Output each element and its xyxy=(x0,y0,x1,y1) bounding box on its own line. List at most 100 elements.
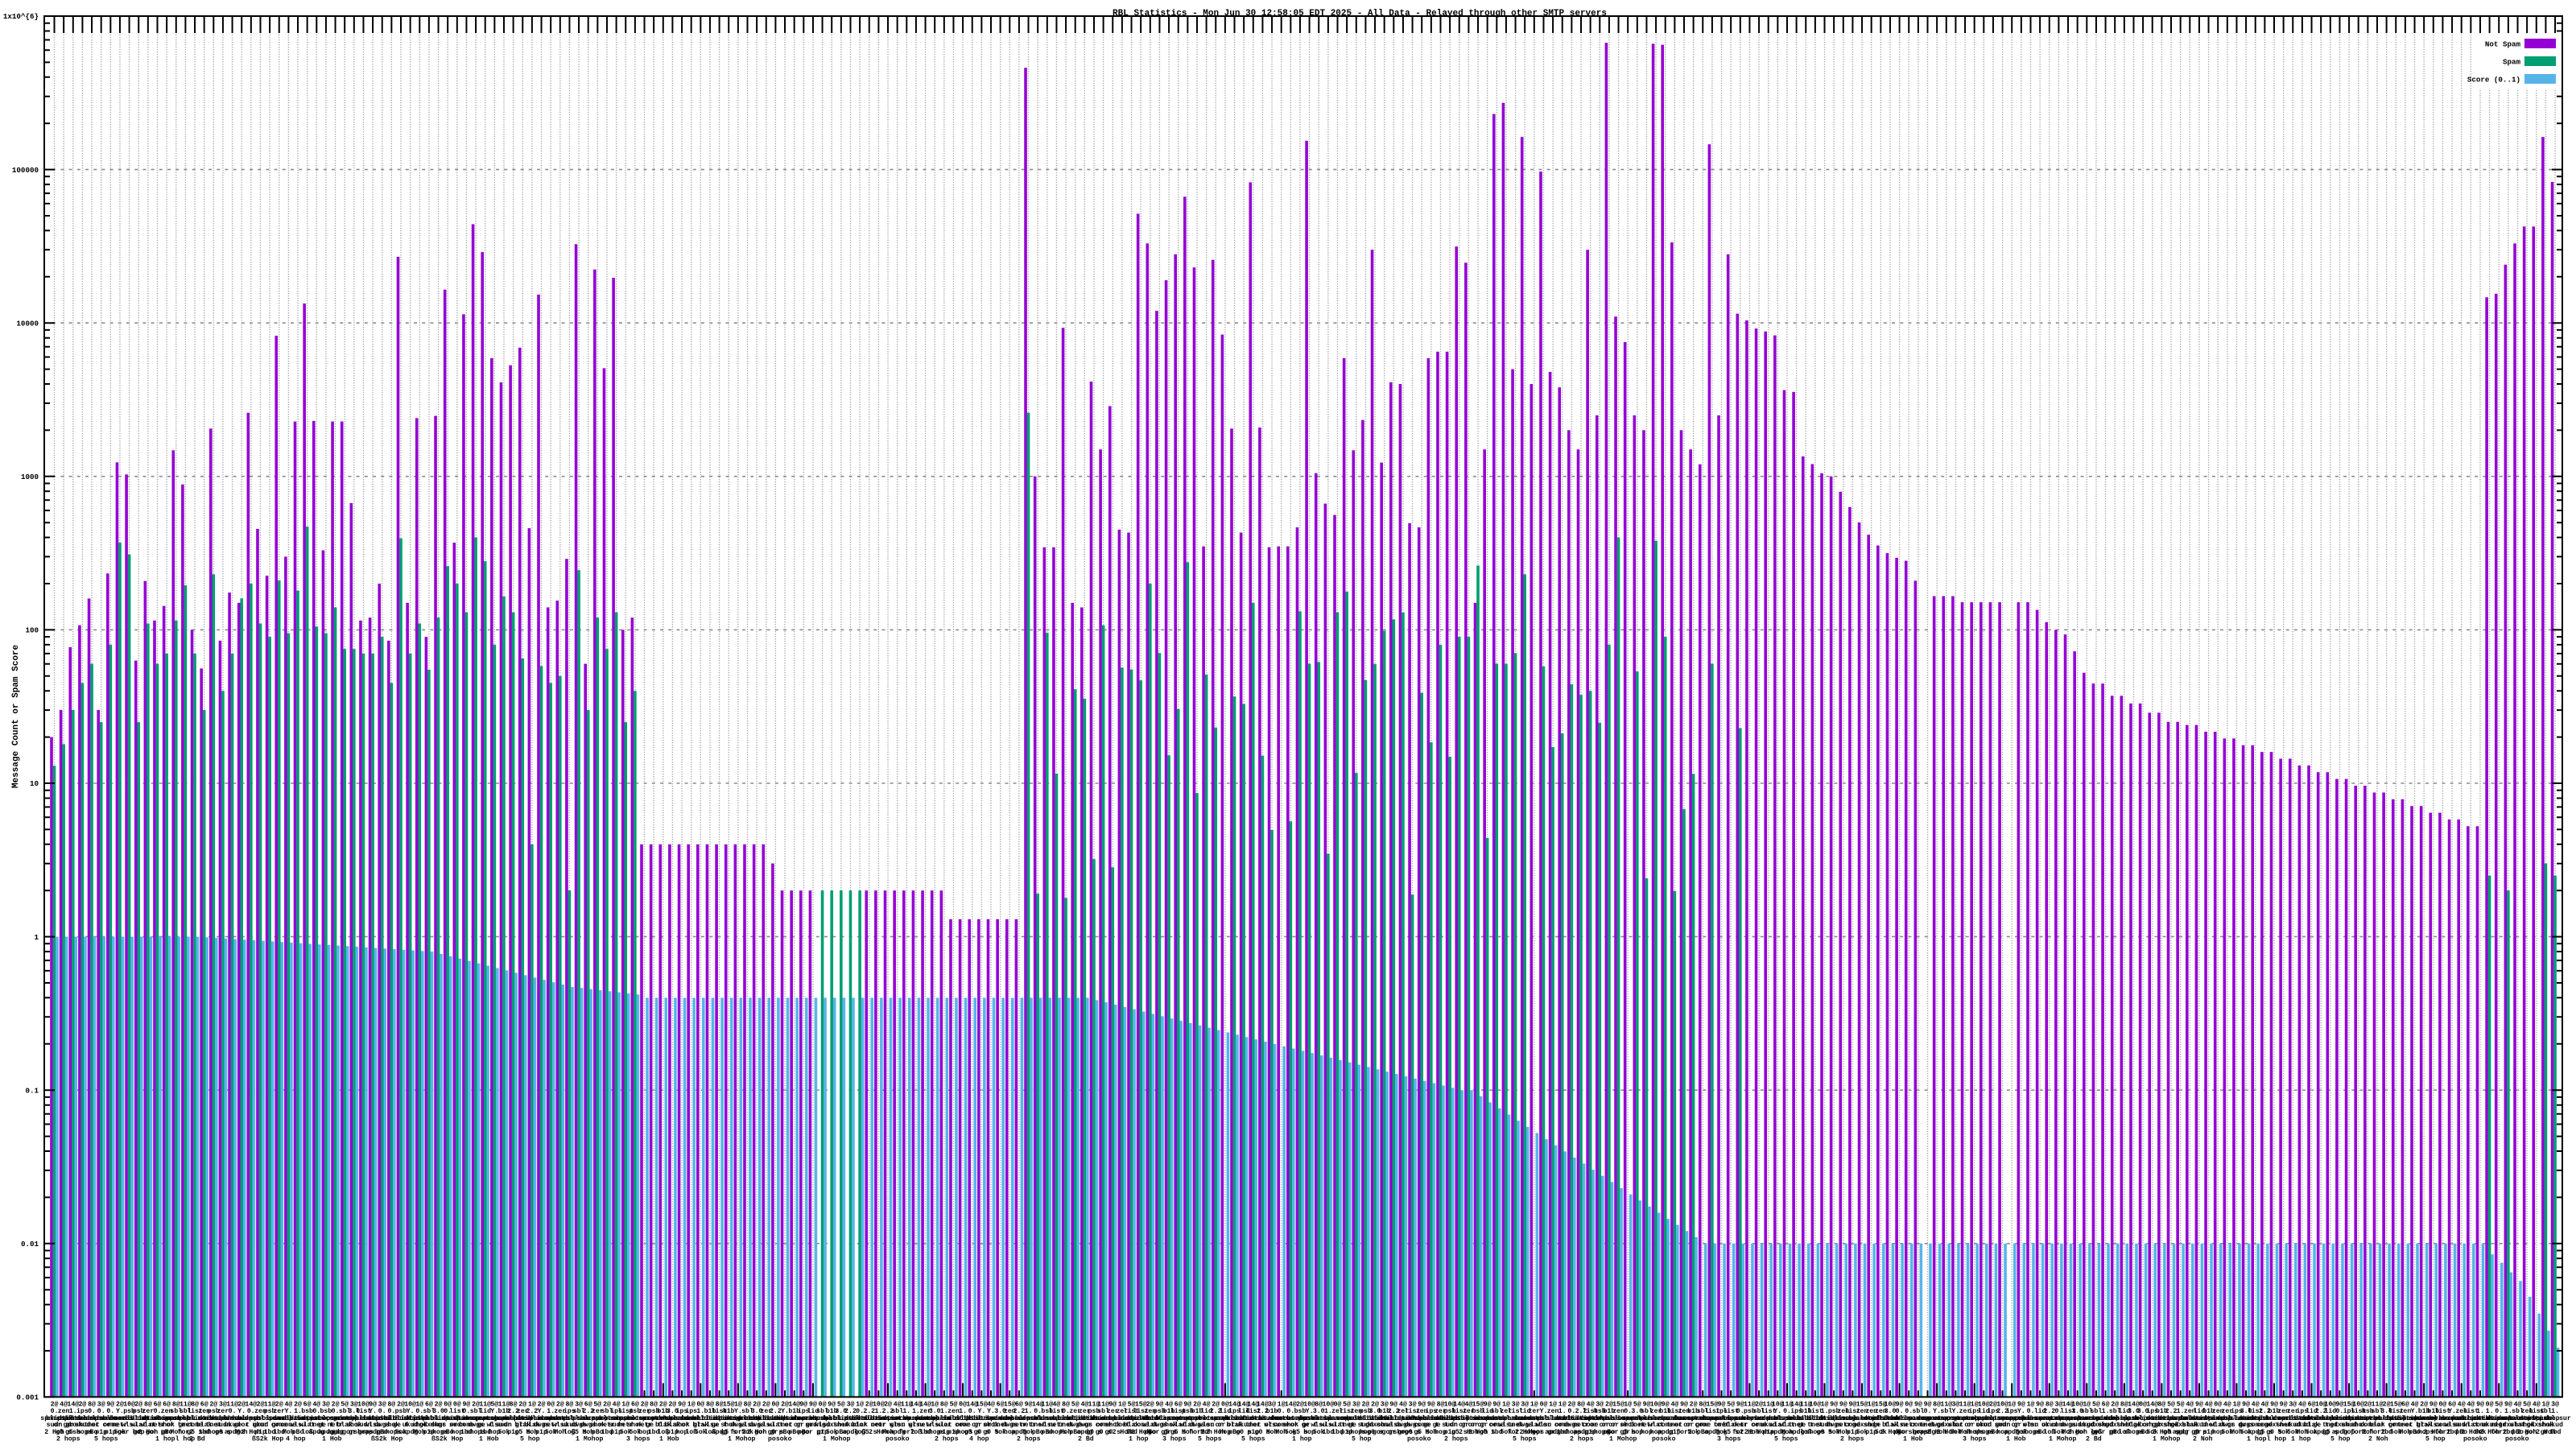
svg-text:pBo: pBo xyxy=(1069,1429,1081,1436)
svg-text:1@: 1@ xyxy=(1549,1401,1557,1409)
svg-text:for2: for2 xyxy=(2491,1428,2507,1436)
svg-text:5ok: 5ok xyxy=(1950,1428,1962,1436)
svg-text:spamcop: spamcop xyxy=(2045,1415,2072,1422)
svg-text:g0 s: g0 s xyxy=(1104,1429,1121,1436)
svg-text:netr: netr xyxy=(1835,1422,1852,1429)
svg-text:spamcop: spamcop xyxy=(1951,1415,1979,1422)
svg-text:uceprot: uceprot xyxy=(630,1415,658,1422)
svg-text:4@: 4@ xyxy=(2186,1401,2194,1409)
svg-text:p1p: p1p xyxy=(254,1429,266,1436)
svg-text:2@: 2@ xyxy=(659,1401,667,1409)
svg-text:shok: shok xyxy=(2351,1421,2367,1429)
svg-text:blak: blak xyxy=(336,1421,353,1429)
svg-text:sorbs.du: sorbs.du xyxy=(1556,1414,1587,1422)
svg-text:bsb: bsb xyxy=(320,1407,332,1415)
svg-text:Y.: Y. xyxy=(369,1408,377,1415)
svg-text:dnsbl.so: dnsbl.so xyxy=(2417,1414,2449,1422)
svg-text:2@: 2@ xyxy=(668,1401,676,1409)
svg-text:Moh: Moh xyxy=(414,1428,426,1436)
svg-text:2@: 2@ xyxy=(2111,1401,2119,1409)
svg-text:b1b: b1b xyxy=(2268,1407,2281,1415)
svg-text:Y.: Y. xyxy=(407,1408,415,1415)
svg-text:netr: netr xyxy=(871,1422,887,1429)
svg-text:p1p: p1p xyxy=(1584,1429,1596,1436)
svg-text:hop: hop xyxy=(1220,1428,1232,1436)
svg-text:shops: shops xyxy=(2124,1428,2144,1436)
svg-text:1@: 1@ xyxy=(621,1401,630,1409)
svg-text:2.2: 2.2 xyxy=(2259,1408,2271,1415)
svg-text:or gr: or gr xyxy=(2002,1422,2022,1429)
svg-text:lid: lid xyxy=(1220,1407,1232,1415)
svg-text:bsb: bsb xyxy=(2362,1407,2374,1415)
svg-text:0@: 0@ xyxy=(2139,1401,2147,1409)
svg-text:0.: 0. xyxy=(378,1408,386,1415)
svg-text:tnet: tnet xyxy=(1789,1422,1805,1429)
svg-text:5@: 5@ xyxy=(2177,1401,2185,1409)
svg-text:shops: shops xyxy=(353,1428,374,1436)
svg-text:0.: 0. xyxy=(387,1408,395,1415)
svg-text:8@: 8@ xyxy=(88,1401,96,1409)
svg-text:Moh: Moh xyxy=(2062,1428,2074,1436)
svg-text:tnet: tnet xyxy=(2322,1422,2339,1429)
svg-text:4@: 4@ xyxy=(2298,1401,2306,1409)
svg-text:spamcop: spamcop xyxy=(331,1415,358,1422)
svg-text:sorbs.du: sorbs.du xyxy=(797,1414,828,1422)
svg-text:ips: ips xyxy=(1790,1407,1802,1415)
svg-text:11@: 11@ xyxy=(180,1401,192,1409)
svg-text:1.: 1. xyxy=(2177,1408,2185,1415)
svg-text:15@: 15@ xyxy=(1856,1401,1868,1409)
svg-text:g5 s: g5 s xyxy=(1723,1429,1739,1436)
svg-text:zen: zen xyxy=(1856,1408,1868,1415)
svg-text:1@: 1@ xyxy=(687,1401,696,1409)
svg-text:come: come xyxy=(955,1422,971,1429)
svg-text:Y.: Y. xyxy=(2017,1408,2025,1415)
svg-text:hop: hop xyxy=(1641,1428,1653,1436)
svg-text:sldtidti: sldtidti xyxy=(1546,1414,1578,1422)
svg-text:psbl.sur: psbl.sur xyxy=(966,1414,997,1422)
svg-text:uceprot: uceprot xyxy=(1174,1415,1201,1422)
svg-text:Moh: Moh xyxy=(1182,1428,1194,1436)
svg-text:tnet: tnet xyxy=(1058,1422,1074,1429)
svg-text:list: list xyxy=(2388,1407,2404,1415)
svg-text:abuseat: abuseat xyxy=(1295,1414,1323,1422)
svg-text:shok: shok xyxy=(627,1421,643,1429)
svg-text:sbl: sbl xyxy=(1913,1407,1925,1415)
svg-text:spamhaus: spamhaus xyxy=(1397,1414,1428,1422)
svg-text:gdxsh: gdxsh xyxy=(2527,1421,2547,1429)
svg-text:blidtidti: blidtidti xyxy=(935,1414,971,1422)
svg-text:2@: 2@ xyxy=(762,1401,770,1409)
svg-text:2@: 2@ xyxy=(1361,1401,1369,1409)
svg-text:p1p: p1p xyxy=(2202,1429,2215,1436)
svg-text:wlsu: wlsu xyxy=(2444,1421,2460,1429)
svg-text:wlsu: wlsu xyxy=(927,1421,943,1429)
svg-text:psbl.sur: psbl.sur xyxy=(1977,1414,2008,1422)
svg-text:wlat: wlat xyxy=(1948,1421,1964,1429)
svg-text:blidtidti: blidtidti xyxy=(505,1414,540,1422)
svg-text:5ok: 5ok xyxy=(2287,1428,2299,1436)
svg-text:tnet: tnet xyxy=(308,1422,324,1429)
svg-text:zen: zen xyxy=(2184,1408,2196,1415)
svg-text:list: list xyxy=(1124,1407,1140,1415)
svg-text:Moh: Moh xyxy=(1200,1428,1212,1436)
svg-text:2 Hoh: 2 Hoh xyxy=(242,1428,262,1436)
svg-text:8@: 8@ xyxy=(1437,1401,1445,1409)
svg-text:dwgs: dwgs xyxy=(1189,1421,1205,1429)
svg-text:0.: 0. xyxy=(332,1408,340,1415)
svg-text:for2: for2 xyxy=(1189,1428,1205,1436)
svg-text:Moh: Moh xyxy=(1837,1428,1849,1436)
svg-text:11@: 11@ xyxy=(226,1401,238,1409)
svg-text:3@: 3@ xyxy=(1352,1401,1360,1409)
svg-text:apdg: apdg xyxy=(1657,1428,1674,1436)
svg-text:9@: 9@ xyxy=(2476,1401,2484,1409)
svg-text:14@: 14@ xyxy=(2062,1401,2074,1409)
svg-text:spamhaus: spamhaus xyxy=(1781,1414,1812,1422)
svg-text:lid: lid xyxy=(2194,1407,2206,1415)
svg-text:psbl.sur: psbl.sur xyxy=(2015,1414,2046,1422)
svg-text:9@: 9@ xyxy=(2504,1401,2512,1409)
svg-text:zer: zer xyxy=(142,1408,155,1415)
svg-text:1000: 1000 xyxy=(21,473,39,481)
svg-text:3.0: 3.0 xyxy=(751,1408,763,1415)
svg-text:6@: 6@ xyxy=(1015,1401,1023,1409)
svg-text:spamcop: spamcop xyxy=(471,1415,498,1422)
svg-text:1@: 1@ xyxy=(1821,1401,1829,1409)
